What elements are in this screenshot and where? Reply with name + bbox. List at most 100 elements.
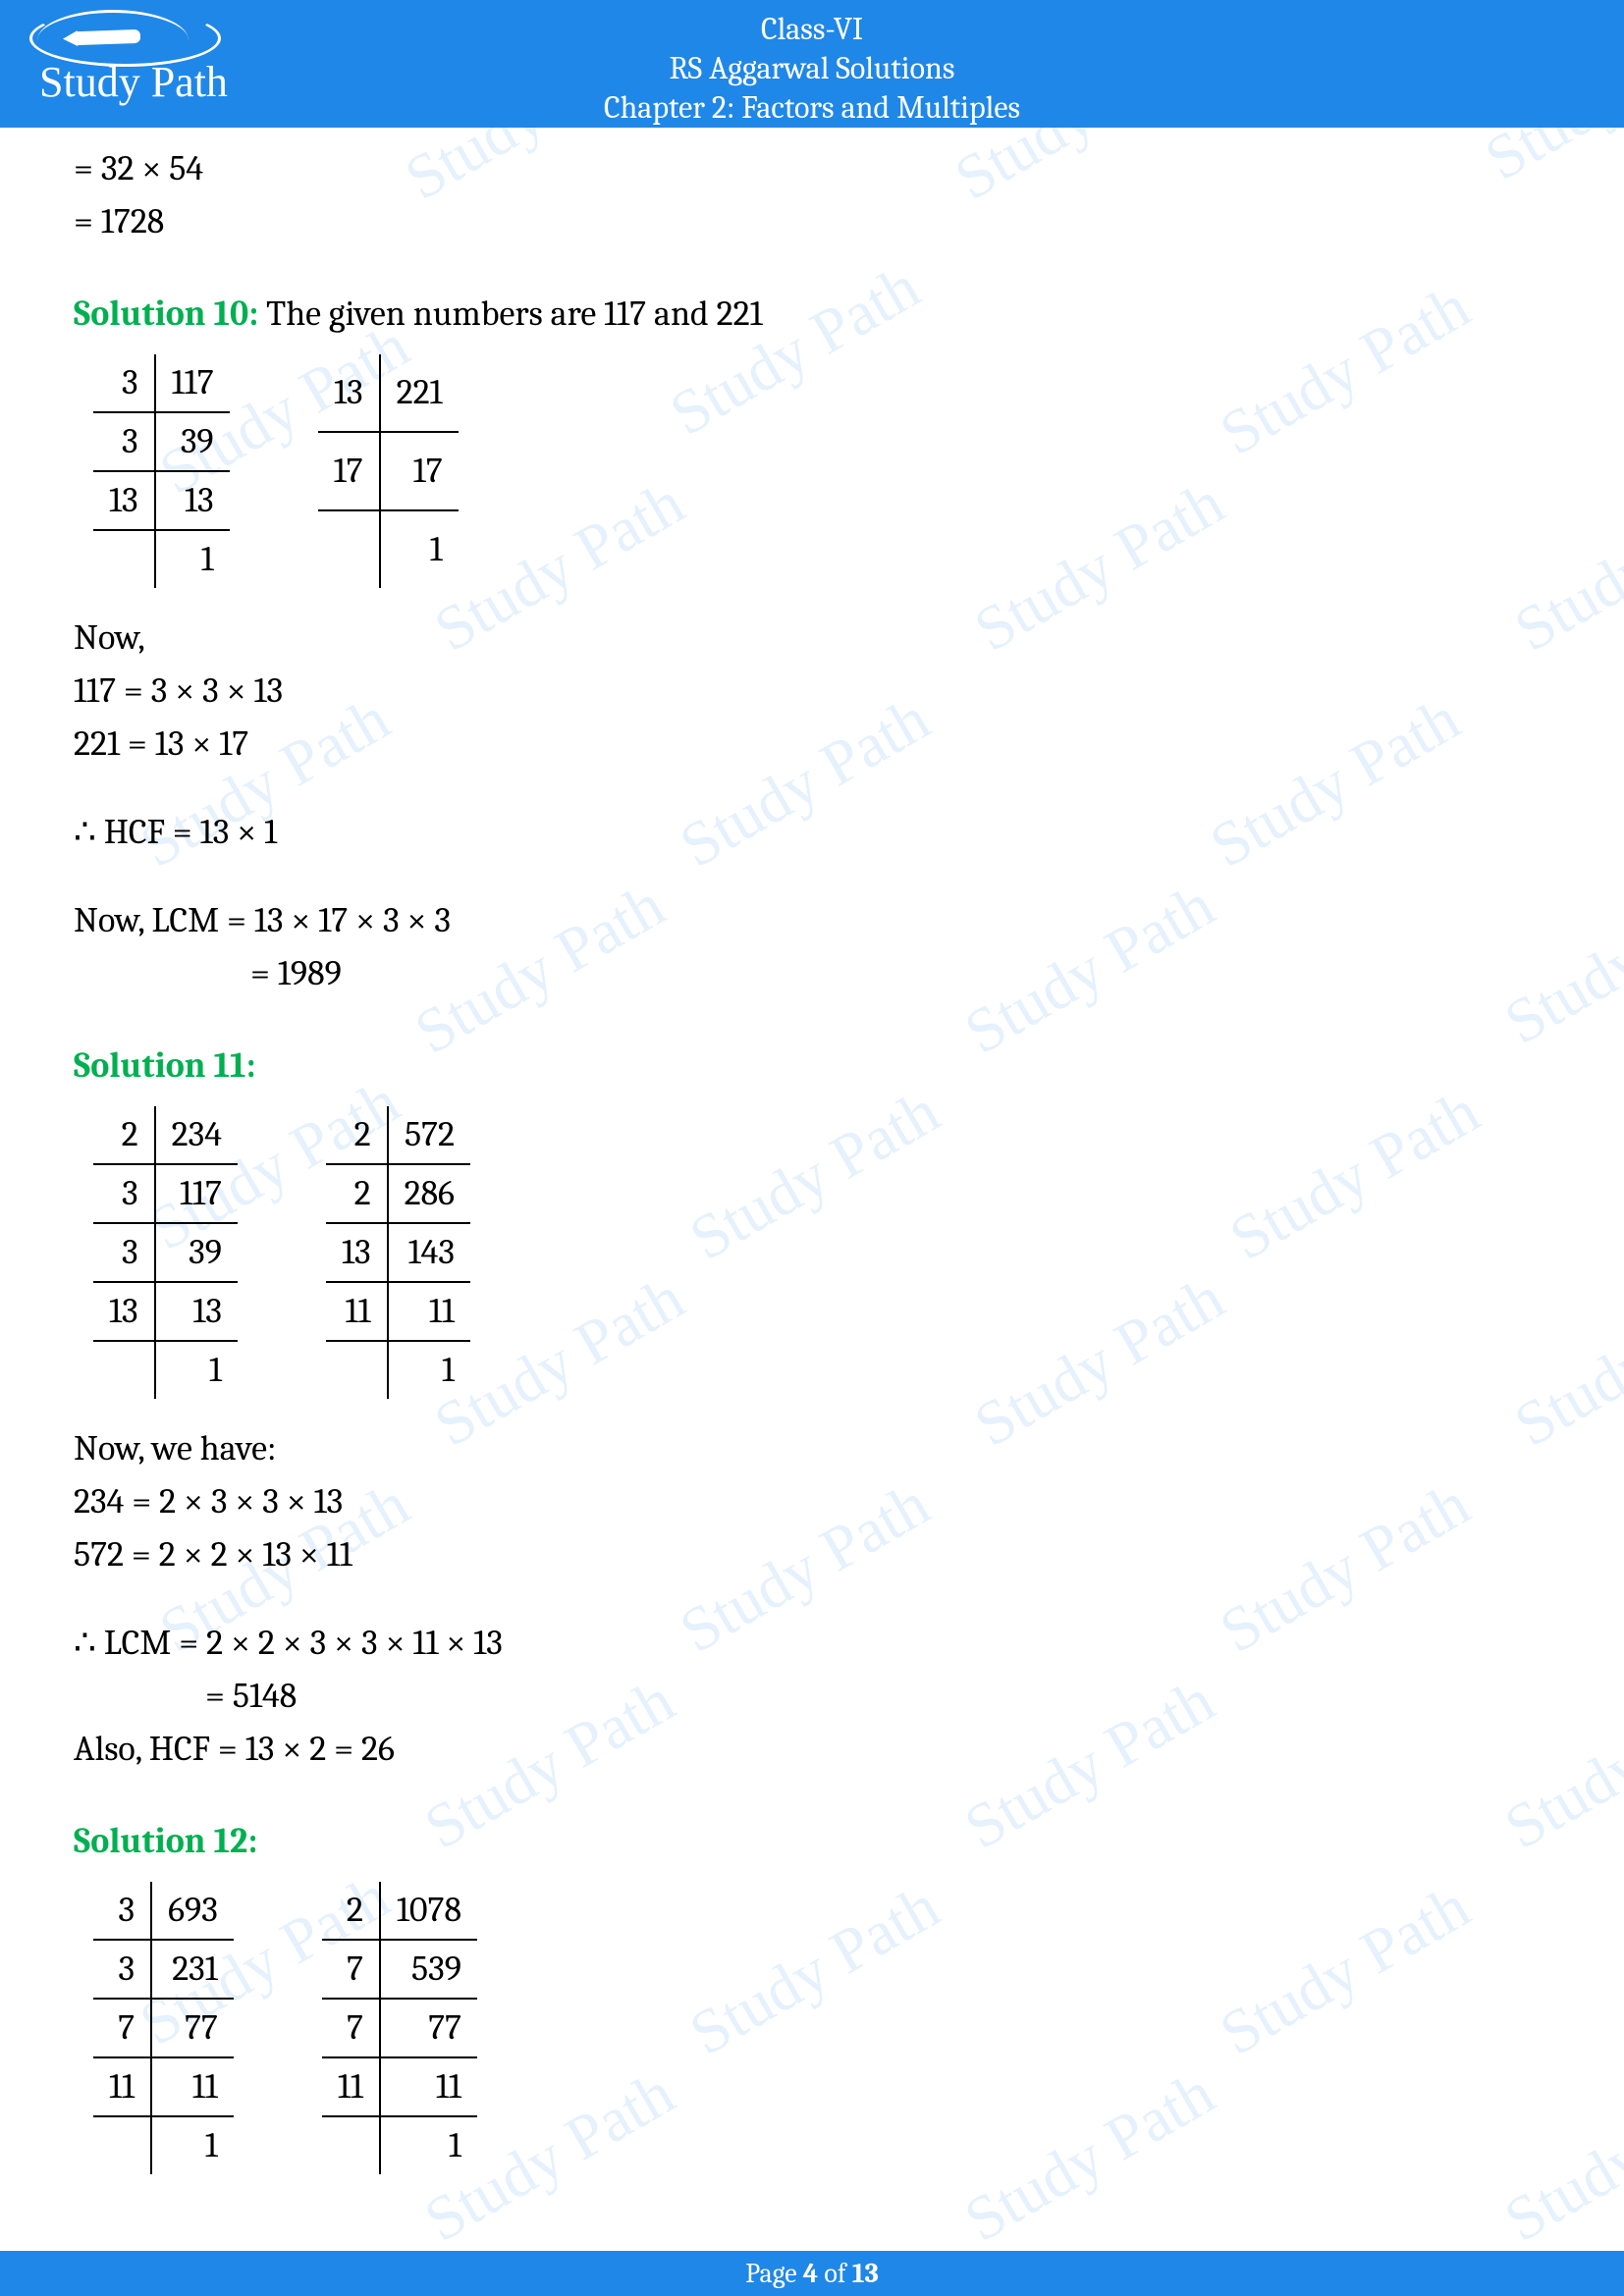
value-cell: 77 xyxy=(151,1999,234,2057)
solution-12: Solution 12: xyxy=(74,1815,1550,1868)
divisor-cell: 13 xyxy=(93,1282,155,1341)
value-cell: 117 xyxy=(155,1164,238,1223)
math-line: Now, we have: xyxy=(74,1422,1550,1475)
value-cell: 231 xyxy=(151,1940,234,1999)
value-cell: 234 xyxy=(155,1106,238,1164)
divisor-cell: 2 xyxy=(322,1882,380,1940)
factor-table: 3693323177711111 xyxy=(93,1882,234,2174)
value-cell: 39 xyxy=(155,412,230,471)
value-cell: 1 xyxy=(155,530,230,588)
factorization-pair: 311733913131 1322117171 xyxy=(93,354,1550,588)
value-cell: 221 xyxy=(380,354,459,432)
solution-title: Solution 12: xyxy=(74,1821,257,1861)
value-cell: 11 xyxy=(151,2057,234,2116)
pen-icon xyxy=(77,29,140,45)
footer-middle: of xyxy=(818,2258,852,2289)
divisor-cell: 7 xyxy=(322,1940,380,1999)
logo-oval xyxy=(29,10,221,67)
factor-table: 21078753977711111 xyxy=(322,1882,477,2174)
footer-current: 4 xyxy=(803,2258,818,2289)
factor-table: 2234311733913131 xyxy=(93,1106,238,1399)
divisor-cell xyxy=(93,1341,155,1399)
continuation-block: = 32 × 54 = 1728 xyxy=(74,142,1550,248)
math-line: = 1728 xyxy=(74,195,1550,248)
value-cell: 11 xyxy=(388,1282,470,1341)
solution-intro: The given numbers are 117 and 221 xyxy=(258,294,762,334)
value-cell: 572 xyxy=(388,1106,470,1164)
value-cell: 1 xyxy=(151,2116,234,2174)
divisor-cell xyxy=(326,1341,388,1399)
value-cell: 1078 xyxy=(380,1882,477,1940)
divisor-cell: 11 xyxy=(322,2057,380,2116)
factor-table: 257222861314311111 xyxy=(326,1106,470,1399)
value-cell: 1 xyxy=(155,1341,238,1399)
header-titles: Class-VI RS Aggarwal Solutions Chapter 2… xyxy=(0,0,1624,128)
value-cell: 143 xyxy=(388,1223,470,1282)
divisor-cell: 7 xyxy=(322,1999,380,2057)
divisor-cell: 3 xyxy=(93,412,155,471)
math-line: ∴ HCF = 13 × 1 xyxy=(74,806,1550,859)
math-line: Also, HCF = 13 × 2 = 26 xyxy=(74,1723,1550,1776)
header-book: RS Aggarwal Solutions xyxy=(0,49,1624,88)
divisor-cell: 17 xyxy=(318,432,380,510)
divisor-cell: 3 xyxy=(93,1882,151,1940)
math-line: = 32 × 54 xyxy=(74,142,1550,195)
solution-title: Solution 11: xyxy=(74,1045,256,1086)
footer-prefix: Page xyxy=(745,2258,803,2289)
value-cell: 39 xyxy=(155,1223,238,1282)
math-line: 234 = 2 × 3 × 3 × 13 xyxy=(74,1475,1550,1528)
divisor-cell: 13 xyxy=(93,471,155,530)
header-class: Class-VI xyxy=(0,10,1624,49)
value-cell: 13 xyxy=(155,1282,238,1341)
working-block: Now, we have: 234 = 2 × 3 × 3 × 13 572 =… xyxy=(74,1422,1550,1776)
divisor-cell: 3 xyxy=(93,1940,151,1999)
working-block: Now, 117 = 3 × 3 × 13 221 = 13 × 17 ∴ HC… xyxy=(74,612,1550,1000)
divisor-cell: 11 xyxy=(326,1282,388,1341)
value-cell: 693 xyxy=(151,1882,234,1940)
divisor-cell xyxy=(93,530,155,588)
footer-total: 13 xyxy=(852,2258,879,2289)
value-cell: 1 xyxy=(380,2116,477,2174)
value-cell: 13 xyxy=(155,471,230,530)
solution-title: Solution 10: xyxy=(74,294,258,334)
math-line: Now, xyxy=(74,612,1550,665)
divisor-cell: 7 xyxy=(93,1999,151,2057)
factor-table: 311733913131 xyxy=(93,354,230,588)
math-line: Now, LCM = 13 × 17 × 3 × 3 xyxy=(74,894,1550,947)
value-cell: 11 xyxy=(380,2057,477,2116)
value-cell: 286 xyxy=(388,1164,470,1223)
divisor-cell: 2 xyxy=(326,1164,388,1223)
value-cell: 17 xyxy=(380,432,459,510)
logo: Study Path xyxy=(29,10,236,107)
math-line: = 5148 xyxy=(74,1670,1550,1723)
divisor-cell: 11 xyxy=(93,2057,151,2116)
value-cell: 1 xyxy=(388,1341,470,1399)
page-footer: Page 4 of 13 xyxy=(0,2251,1624,2296)
divisor-cell xyxy=(318,510,380,588)
value-cell: 1 xyxy=(380,510,459,588)
value-cell: 539 xyxy=(380,1940,477,1999)
divisor-cell: 3 xyxy=(93,1164,155,1223)
divisor-cell: 3 xyxy=(93,1223,155,1282)
math-line: 572 = 2 × 2 × 13 × 11 xyxy=(74,1528,1550,1581)
divisor-cell: 13 xyxy=(326,1223,388,1282)
value-cell: 77 xyxy=(380,1999,477,2057)
math-line: ∴ LCM = 2 × 2 × 3 × 3 × 11 × 13 xyxy=(74,1617,1550,1670)
divisor-cell: 2 xyxy=(93,1106,155,1164)
divisor-cell: 2 xyxy=(326,1106,388,1164)
page-header: Study Path Class-VI RS Aggarwal Solution… xyxy=(0,0,1624,128)
header-chapter: Chapter 2: Factors and Multiples xyxy=(0,88,1624,128)
math-line: 117 = 3 × 3 × 13 xyxy=(74,665,1550,718)
solution-10: Solution 10: The given numbers are 117 a… xyxy=(74,288,1550,341)
value-cell: 117 xyxy=(155,354,230,412)
math-line: = 1989 xyxy=(74,947,1550,1000)
factor-table: 1322117171 xyxy=(318,354,459,588)
factorization-pair: 2234311733913131 257222861314311111 xyxy=(93,1106,1550,1399)
divisor-cell: 3 xyxy=(93,354,155,412)
divisor-cell: 13 xyxy=(318,354,380,432)
factorization-pair: 3693323177711111 21078753977711111 xyxy=(93,1882,1550,2174)
divisor-cell xyxy=(93,2116,151,2174)
divisor-cell xyxy=(322,2116,380,2174)
solution-11: Solution 11: xyxy=(74,1040,1550,1093)
math-line: 221 = 13 × 17 xyxy=(74,718,1550,771)
